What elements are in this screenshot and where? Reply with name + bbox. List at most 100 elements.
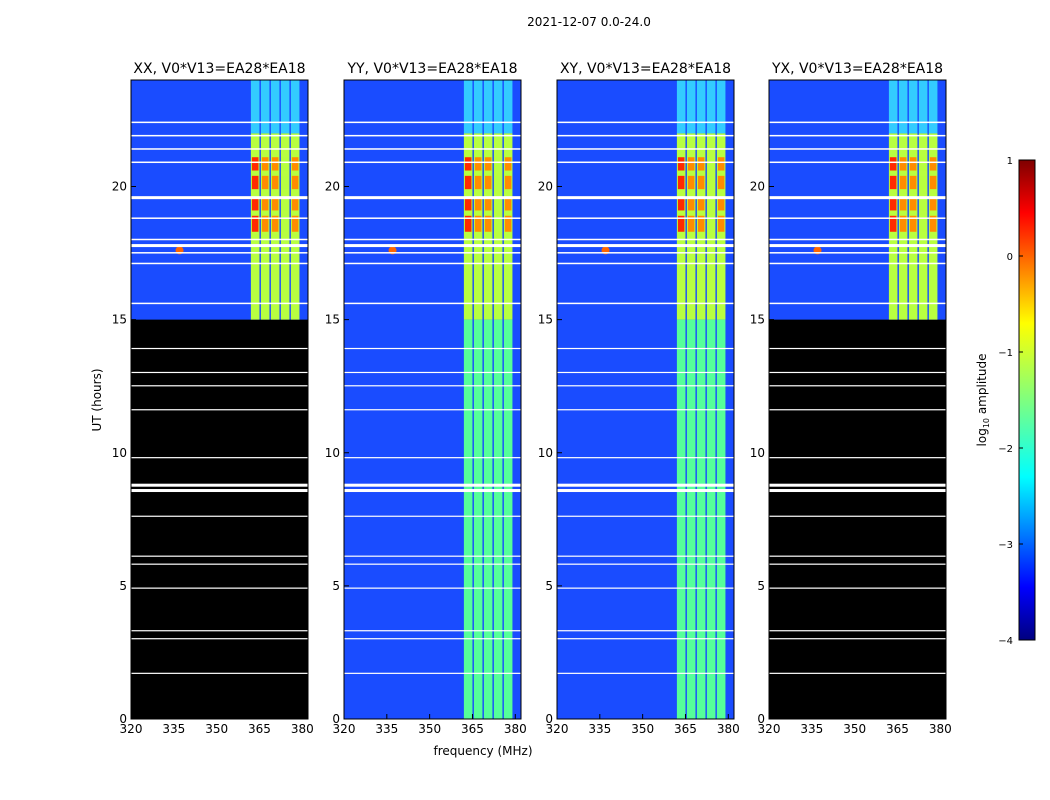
flag-line — [131, 672, 308, 674]
rfi-column-lower — [716, 319, 726, 719]
x-tick-label: 350 — [631, 722, 654, 736]
x-tick-label: 350 — [843, 722, 866, 736]
flag-line — [344, 563, 521, 565]
rfi-hotspot — [909, 197, 917, 211]
flag-line — [131, 489, 308, 493]
colorbar-label-log: log — [975, 428, 989, 446]
flag-line — [131, 252, 308, 254]
rfi-hotspot — [929, 215, 937, 232]
rfi-hotspot — [271, 215, 279, 232]
rfi-hotspot — [464, 157, 472, 171]
x-tick-label: 365 — [674, 722, 697, 736]
rfi-hotspot — [261, 197, 269, 211]
rfi-hotspot — [504, 215, 512, 232]
rfi-hotspot — [717, 197, 725, 211]
rfi-hotspot — [484, 157, 492, 171]
flag-line — [557, 347, 734, 350]
rfi-hotspot — [687, 197, 695, 211]
y-tick-label: 20 — [538, 180, 553, 194]
rfi-column-upper — [290, 80, 300, 134]
rfi-hotspot — [697, 157, 705, 171]
rfi-hotspot — [251, 197, 259, 211]
colorbar-tick-label: −3 — [998, 540, 1013, 551]
y-tick-label: 15 — [112, 313, 127, 327]
flag-line — [769, 196, 946, 200]
y-tick-label: 0 — [332, 712, 340, 726]
rfi-column-lower — [686, 319, 696, 719]
rfi-hotspot — [687, 157, 695, 171]
flag-line — [131, 196, 308, 200]
rfi-column-upper — [928, 80, 938, 134]
flag-line — [344, 262, 521, 265]
flag-line — [131, 302, 308, 305]
rfi-hotspot — [291, 215, 299, 232]
y-tick-label: 5 — [757, 579, 765, 593]
flag-line — [131, 555, 308, 557]
flag-line — [131, 238, 308, 241]
rfi-column-upper — [888, 80, 898, 134]
panel-frame — [130, 79, 309, 720]
flag-line — [769, 638, 946, 640]
y-tick-label: 10 — [750, 446, 765, 460]
y-tick-label: 15 — [538, 313, 553, 327]
flag-line — [344, 385, 521, 387]
y-tick-label: 0 — [119, 712, 127, 726]
rfi-hotspot — [909, 215, 917, 232]
rfi-column-upper — [473, 80, 483, 134]
x-tick-label: 380 — [504, 722, 527, 736]
x-tick-label: 365 — [886, 722, 909, 736]
flag-line — [769, 515, 946, 517]
y-tick-label: 5 — [119, 579, 127, 593]
panel-title: YX, V0*V13=EA28*EA18 — [771, 61, 943, 77]
x-tick-label: 320 — [546, 722, 569, 736]
panel-4: YX, V0*V13=EA28*EA18 320 335 350 365 380 0 5 10 1… — [750, 61, 952, 736]
flag-line — [769, 457, 946, 459]
rfi-hotspot — [484, 197, 492, 211]
rfi-hotspot — [697, 215, 705, 232]
flag-line — [131, 630, 308, 632]
rfi-hotspot — [474, 175, 482, 190]
x-tick-label: 380 — [929, 722, 952, 736]
x-tick-label: 335 — [588, 722, 611, 736]
flag-line — [344, 672, 521, 674]
panel-3: XY, V0*V13=EA28*EA18 320 335 350 365 380 0 5 10 1… — [538, 61, 740, 736]
panel-frame — [556, 79, 735, 720]
flag-line — [557, 252, 734, 254]
flag-line — [557, 409, 734, 411]
rfi-column-lower — [483, 319, 493, 719]
flag-line — [344, 409, 521, 411]
flag-line — [344, 489, 521, 493]
flag-line — [131, 563, 308, 565]
y-tick-label: 20 — [750, 180, 765, 194]
rfi-column-upper — [493, 80, 503, 134]
flag-line — [557, 262, 734, 265]
flag-line — [769, 587, 946, 589]
rfi-hotspot — [474, 197, 482, 211]
flag-line — [344, 121, 521, 124]
flag-line — [131, 134, 308, 137]
rfi-column-upper — [280, 80, 290, 134]
colorbar-tick-label: −2 — [998, 444, 1013, 455]
flag-line — [557, 457, 734, 459]
flag-line — [557, 638, 734, 640]
flag-line — [344, 148, 521, 150]
colorbar-label-suffix: amplitude — [975, 354, 989, 418]
flag-line — [769, 347, 946, 350]
rfi-hotspot — [291, 197, 299, 211]
flag-line — [557, 515, 734, 517]
rfi-hotspot — [899, 215, 907, 232]
rfi-column-upper — [898, 80, 908, 134]
flag-line — [131, 371, 308, 374]
flag-line — [557, 371, 734, 374]
x-tick-label: 380 — [717, 722, 740, 736]
y-tick-label: 20 — [112, 180, 127, 194]
x-axis-label: frequency (MHz) — [433, 744, 532, 758]
flag-line — [131, 148, 308, 150]
flag-line — [557, 563, 734, 565]
rfi-hotspot — [929, 175, 937, 190]
flag-line — [769, 555, 946, 557]
rfi-hotspot — [899, 175, 907, 190]
y-tick-label: 0 — [545, 712, 553, 726]
flag-line — [557, 148, 734, 150]
